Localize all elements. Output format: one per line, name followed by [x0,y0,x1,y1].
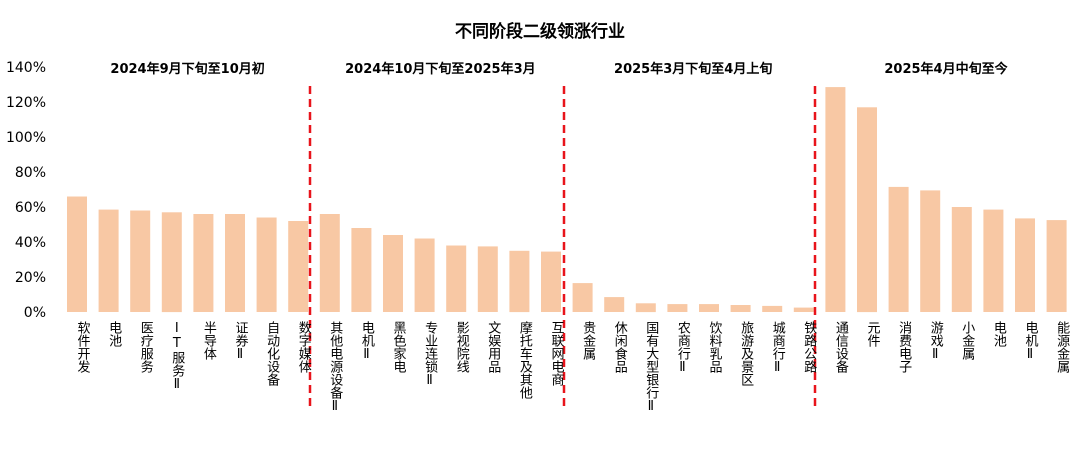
y-tick-label: 80% [15,165,46,181]
bar [1015,218,1035,312]
bar [225,214,245,312]
bar [951,207,972,312]
period-label: 2025年3月下旬至4月上旬 [614,61,772,77]
x-category-labels: 软件开发 电池 医疗服务 IT服务Ⅱ 半导体 证券Ⅱ 自动化设备 数字媒体 其他电源设备Ⅱ 电机Ⅱ… [75,320,1070,414]
x-category-label: 软件开发 [75,321,91,373]
x-category-label: 互联网电商 [549,321,565,386]
x-category-label: 饮料乳品 [707,321,723,373]
bar [635,303,656,313]
x-category-label: 影视院线 [454,321,470,373]
bar [825,87,846,312]
bar [857,107,877,313]
y-axis: 0% 20% 40% 60% 80% 100% 120% 140% [6,60,46,321]
x-category-label: 自动化设备 [264,321,280,387]
x-category-label: 电池 [106,321,122,347]
x-category-label: 摩托车及其他 [517,320,533,400]
bar [67,196,87,312]
bar [351,228,372,312]
bar [288,221,309,312]
y-tick-label: 60% [15,200,46,216]
bar [193,214,214,312]
bar [414,238,435,312]
period-label: 2024年9月下旬至10月初 [110,61,264,77]
period-dividers [308,86,817,408]
bar [793,307,814,312]
bar [446,245,467,312]
bar [667,304,688,312]
y-tick-label: 120% [6,95,46,111]
bar [920,190,941,312]
bar [730,305,751,312]
bar [477,246,498,312]
y-tick-label: 40% [15,235,46,251]
bar [541,251,561,312]
x-category-label: 贵金属 [580,321,596,361]
x-category-label: 医疗服务 [138,321,154,373]
x-category-label: 证券Ⅱ [233,321,249,362]
x-category-label: 能源金属 [1054,321,1070,374]
x-category-label: 铁路公路 [801,321,817,373]
chart-title: 不同阶段二级领涨行业 [455,21,625,42]
x-category-label: 电池 [991,321,1007,347]
x-category-label: 电机Ⅱ [359,321,375,362]
bar [98,209,119,312]
bar [888,186,909,312]
x-category-label: 休闲食品 [612,321,628,373]
x-category-label: 黑色家电 [391,321,407,373]
bar [699,304,719,312]
x-category-label: 旅游及景区 [738,321,754,386]
x-category-label: IT服务Ⅱ [169,321,185,392]
bar [256,217,277,312]
x-category-label: 城商行Ⅱ [770,321,786,375]
x-category-label: 数字媒体 [296,321,312,373]
bar [572,283,593,312]
bar [604,297,625,312]
y-tick-label: 20% [15,270,46,286]
bar [319,214,340,312]
bar [509,250,530,313]
bar [983,209,1004,312]
x-category-label: 电机Ⅱ [1023,321,1039,362]
x-category-label: 其他电源设备Ⅱ [327,321,343,414]
x-category-label: 小金属 [959,321,975,361]
x-category-label: 半导体 [201,321,217,360]
y-tick-label: 140% [6,60,46,76]
x-category-label: 游戏Ⅱ [928,321,944,362]
period-label: 2025年4月中旬至今 [884,61,1008,77]
bar [1046,220,1067,312]
x-category-label: 消费电子 [896,321,912,373]
y-tick-label: 0% [24,305,46,321]
x-category-label: 国有大型银行Ⅱ [643,321,659,414]
x-category-label: 文娱用品 [485,321,501,373]
period-label: 2024年10月下旬至2025年3月 [345,61,536,77]
bar [762,305,783,312]
bars-group [67,87,1067,313]
x-category-label: 元件 [865,321,881,347]
bar [130,210,151,312]
bar [161,212,182,313]
x-category-label: 专业连锁Ⅱ [422,321,438,388]
period-labels: 2024年9月下旬至10月初 2024年10月下旬至2025年3月 2025年3月下… [110,61,1008,77]
x-category-label: 农商行Ⅱ [675,321,691,375]
x-category-label: 通信设备 [833,321,849,374]
bar [383,235,403,312]
y-tick-label: 100% [6,130,46,146]
